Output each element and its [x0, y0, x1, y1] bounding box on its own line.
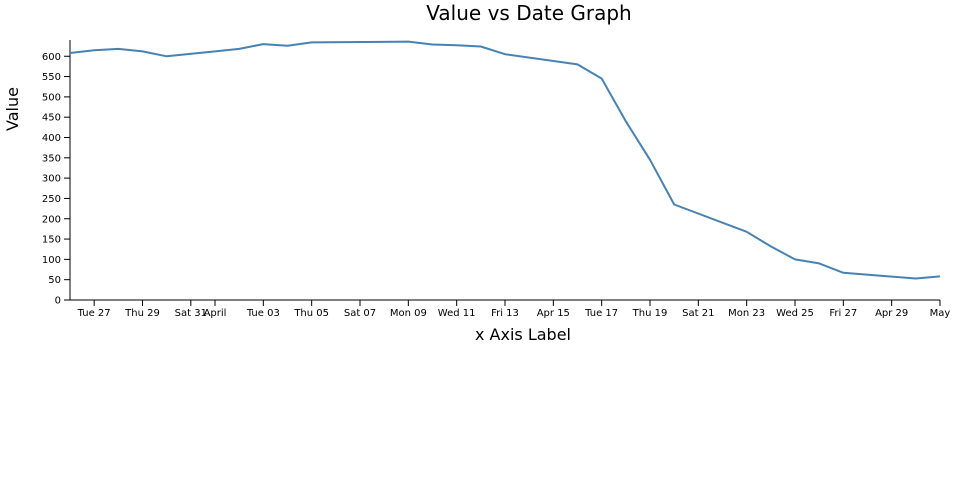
x-tick-label: Thu 29	[124, 308, 160, 319]
y-tick-label: 200	[42, 214, 61, 225]
x-tick-label: Tue 03	[246, 308, 280, 319]
x-axis-label: x Axis Label	[475, 325, 571, 344]
x-tick-label: Wed 11	[438, 308, 476, 319]
x-tick-label: May	[930, 308, 951, 319]
series-line	[69, 40, 941, 280]
x-tick-label: Thu 19	[632, 308, 668, 319]
y-tick-label: 250	[42, 194, 61, 205]
x-tick-label: Sat 21	[682, 308, 714, 319]
y-tick-label: 600	[42, 52, 61, 63]
x-tick-label: Apr 15	[537, 308, 570, 319]
x-tick-label: Tue 27	[77, 308, 111, 319]
x-tick-label: Thu 05	[293, 308, 329, 319]
y-axis-label: Value	[3, 87, 22, 131]
x-tick-label: Sat 07	[344, 308, 376, 319]
y-tick-label: 400	[42, 133, 61, 144]
y-tick-label: 100	[42, 255, 61, 266]
y-tick-label: 550	[42, 72, 61, 83]
y-tick-label: 0	[55, 296, 61, 307]
y-tick-label: 50	[48, 275, 61, 286]
x-tick-label: Apr 29	[875, 308, 908, 319]
y-tick-label: 450	[42, 113, 61, 124]
x-tick-label: Tue 17	[584, 308, 618, 319]
x-tick-label: Sat 31	[175, 308, 207, 319]
x-tick-label: Wed 25	[776, 308, 814, 319]
x-tick-label: Mon 23	[728, 308, 765, 319]
y-tick-label: 350	[42, 153, 61, 164]
x-tick-label: Fri 27	[829, 308, 857, 319]
series-group	[69, 40, 941, 280]
y-tick-label: 500	[42, 92, 61, 103]
y-tick-label: 300	[42, 174, 61, 185]
x-tick-label: Mon 09	[390, 308, 427, 319]
chart-title: Value vs Date Graph	[426, 1, 631, 25]
y-tick-label: 150	[42, 235, 61, 246]
x-tick-label: April	[204, 308, 227, 319]
y-axis: 0 50 100 150 200 250 300 350 400 450 500 550 600	[42, 40, 71, 307]
x-tick-label: Fri 13	[491, 308, 519, 319]
